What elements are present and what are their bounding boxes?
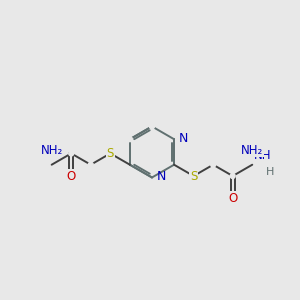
Text: S: S [190, 169, 197, 182]
Text: N: N [157, 170, 166, 183]
Text: NH₂: NH₂ [241, 144, 263, 157]
Circle shape [149, 124, 154, 129]
Text: H: H [266, 167, 275, 177]
Circle shape [128, 137, 132, 142]
Circle shape [230, 174, 235, 178]
Text: NH₂: NH₂ [40, 144, 63, 157]
Text: O: O [67, 169, 76, 182]
Text: O: O [228, 192, 237, 205]
Text: N: N [179, 132, 188, 145]
Text: S: S [106, 147, 114, 160]
Circle shape [211, 162, 216, 167]
Circle shape [88, 162, 93, 167]
Circle shape [69, 151, 74, 156]
Text: NH: NH [254, 149, 272, 162]
